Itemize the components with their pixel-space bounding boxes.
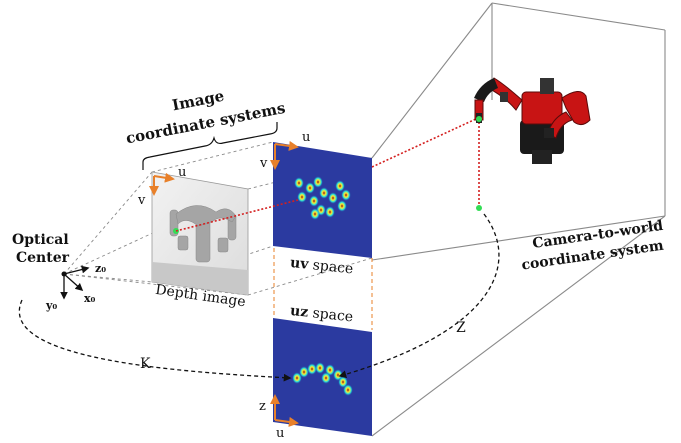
uv-axes (270, 140, 299, 170)
uv-keypoint-blob (337, 200, 347, 212)
axis-y0-label: y₀ (45, 299, 57, 312)
uv-keypoint-blob (305, 182, 315, 194)
uv-keypoint-blob (313, 176, 323, 188)
optical-center-title-2: Center (16, 250, 70, 266)
uv-space-caption: uv space (289, 255, 354, 278)
uv-keypoint-blob (309, 195, 319, 207)
uz-heatmap (273, 318, 372, 436)
world-point (476, 205, 482, 211)
k-arrow (18, 299, 292, 382)
depth-image-axes (149, 172, 175, 196)
depth-v-label: v (137, 193, 146, 208)
image-coord-brace (142, 122, 278, 170)
uz-keypoint-blob (292, 372, 302, 384)
uv-u-label: u (302, 130, 310, 145)
uv-keypoint-blob (328, 192, 338, 204)
uz-axes (270, 394, 299, 427)
z-label: Z (456, 320, 466, 336)
uz-keypoint-blob (343, 384, 353, 396)
z-arrow (338, 213, 500, 378)
k-label: K (140, 356, 151, 372)
uv-keypoint-blob (341, 189, 351, 201)
baxter-robot-icon (474, 77, 591, 164)
uv-keypoint-blob (297, 191, 307, 203)
uv-keypoint-blob (310, 208, 320, 220)
uz-keypoint-blob (307, 363, 317, 375)
uz-z-label: z (259, 399, 266, 414)
uz-keypoint-blob (299, 366, 309, 378)
uv-keypoint-blob (294, 177, 304, 189)
projection-ray-red (175, 117, 480, 232)
axis-z0-label: z₀ (95, 262, 106, 275)
uv-keypoint-blob (335, 180, 345, 192)
uz-space-caption: uz space (289, 303, 354, 326)
uv-keypoint-blob (325, 206, 335, 218)
uv-keypoint-blob (319, 187, 329, 199)
optical-center-axes (60, 265, 90, 300)
uv-v-label: v (259, 156, 268, 171)
panel-connectors (273, 248, 373, 330)
optical-center-point (61, 271, 67, 277)
image-coord-title-1: Image (171, 87, 226, 115)
uz-u-label: u (276, 426, 284, 441)
uv-heatmap (273, 142, 372, 258)
depth-u-label: u (178, 165, 186, 180)
camera-frustum-box (371, 2, 666, 437)
depth-image (151, 171, 249, 296)
optical-center-title-1: Optical (12, 232, 69, 248)
axis-x0-label: x₀ (84, 292, 96, 305)
uz-keypoint-blob (321, 372, 331, 384)
uz-keypoint-blob (315, 362, 325, 374)
